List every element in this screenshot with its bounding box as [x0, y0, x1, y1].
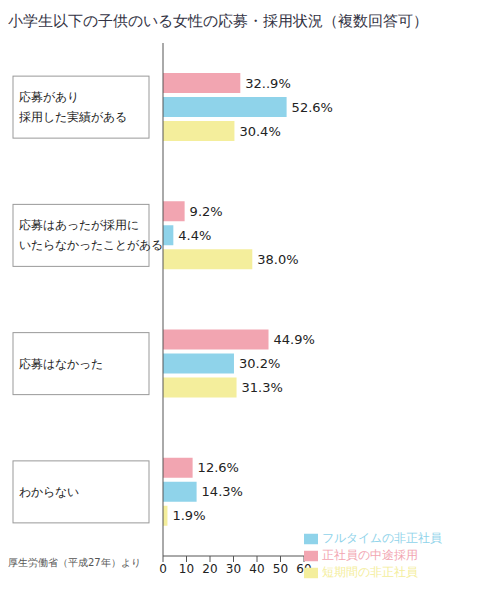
- html-text:短期間の非正社員: 短期間の非正社員: [322, 565, 418, 579]
- svg-text:30.4%: 30.4%: [239, 124, 280, 139]
- svg-text:20: 20: [202, 562, 217, 576]
- svg-text:0: 0: [159, 562, 167, 576]
- svg-text:いたらなかったことがある: いたらなかったことがある: [19, 238, 163, 252]
- svg-text:わからない: わからない: [19, 485, 79, 499]
- html-text:正社員の中途採用: 正社員の中途採用: [322, 548, 418, 562]
- svg-text:32..9%: 32..9%: [245, 76, 290, 91]
- svg-text:14.3%: 14.3%: [202, 484, 243, 499]
- svg-text:応募はあったが採用に: 応募はあったが採用に: [19, 218, 139, 232]
- svg-text:60: 60: [296, 562, 311, 576]
- svg-text:30.2%: 30.2%: [239, 356, 280, 371]
- svg-text:50: 50: [273, 562, 288, 576]
- html-text:厚生労働省（平成27年）より: 厚生労働省（平成27年）より: [8, 557, 141, 568]
- html-text:フルタイムの非正社員: フルタイムの非正社員: [322, 531, 442, 545]
- svg-text:応募はなかった: 応募はなかった: [19, 357, 103, 371]
- svg-text:10: 10: [179, 562, 194, 576]
- svg-text:応募があり: 応募があり: [19, 90, 79, 104]
- svg-text:38.0%: 38.0%: [257, 252, 298, 267]
- svg-text:4.4%: 4.4%: [178, 228, 211, 243]
- svg-text:1.9%: 1.9%: [172, 508, 205, 523]
- svg-text:30: 30: [226, 562, 241, 576]
- html-text:小学生以下の子供のいる女性の応募・採用状況（複数回答可）: 小学生以下の子供のいる女性の応募・採用状況（複数回答可）: [8, 12, 428, 30]
- svg-text:9.2%: 9.2%: [190, 204, 223, 219]
- svg-text:44.9%: 44.9%: [274, 332, 315, 347]
- svg-text:52.6%: 52.6%: [292, 100, 333, 115]
- svg-text:31.3%: 31.3%: [242, 380, 283, 395]
- svg-text:12.6%: 12.6%: [198, 460, 239, 475]
- svg-text:40: 40: [249, 562, 264, 576]
- svg-text:採用した実績がある: 採用した実績がある: [19, 110, 127, 124]
